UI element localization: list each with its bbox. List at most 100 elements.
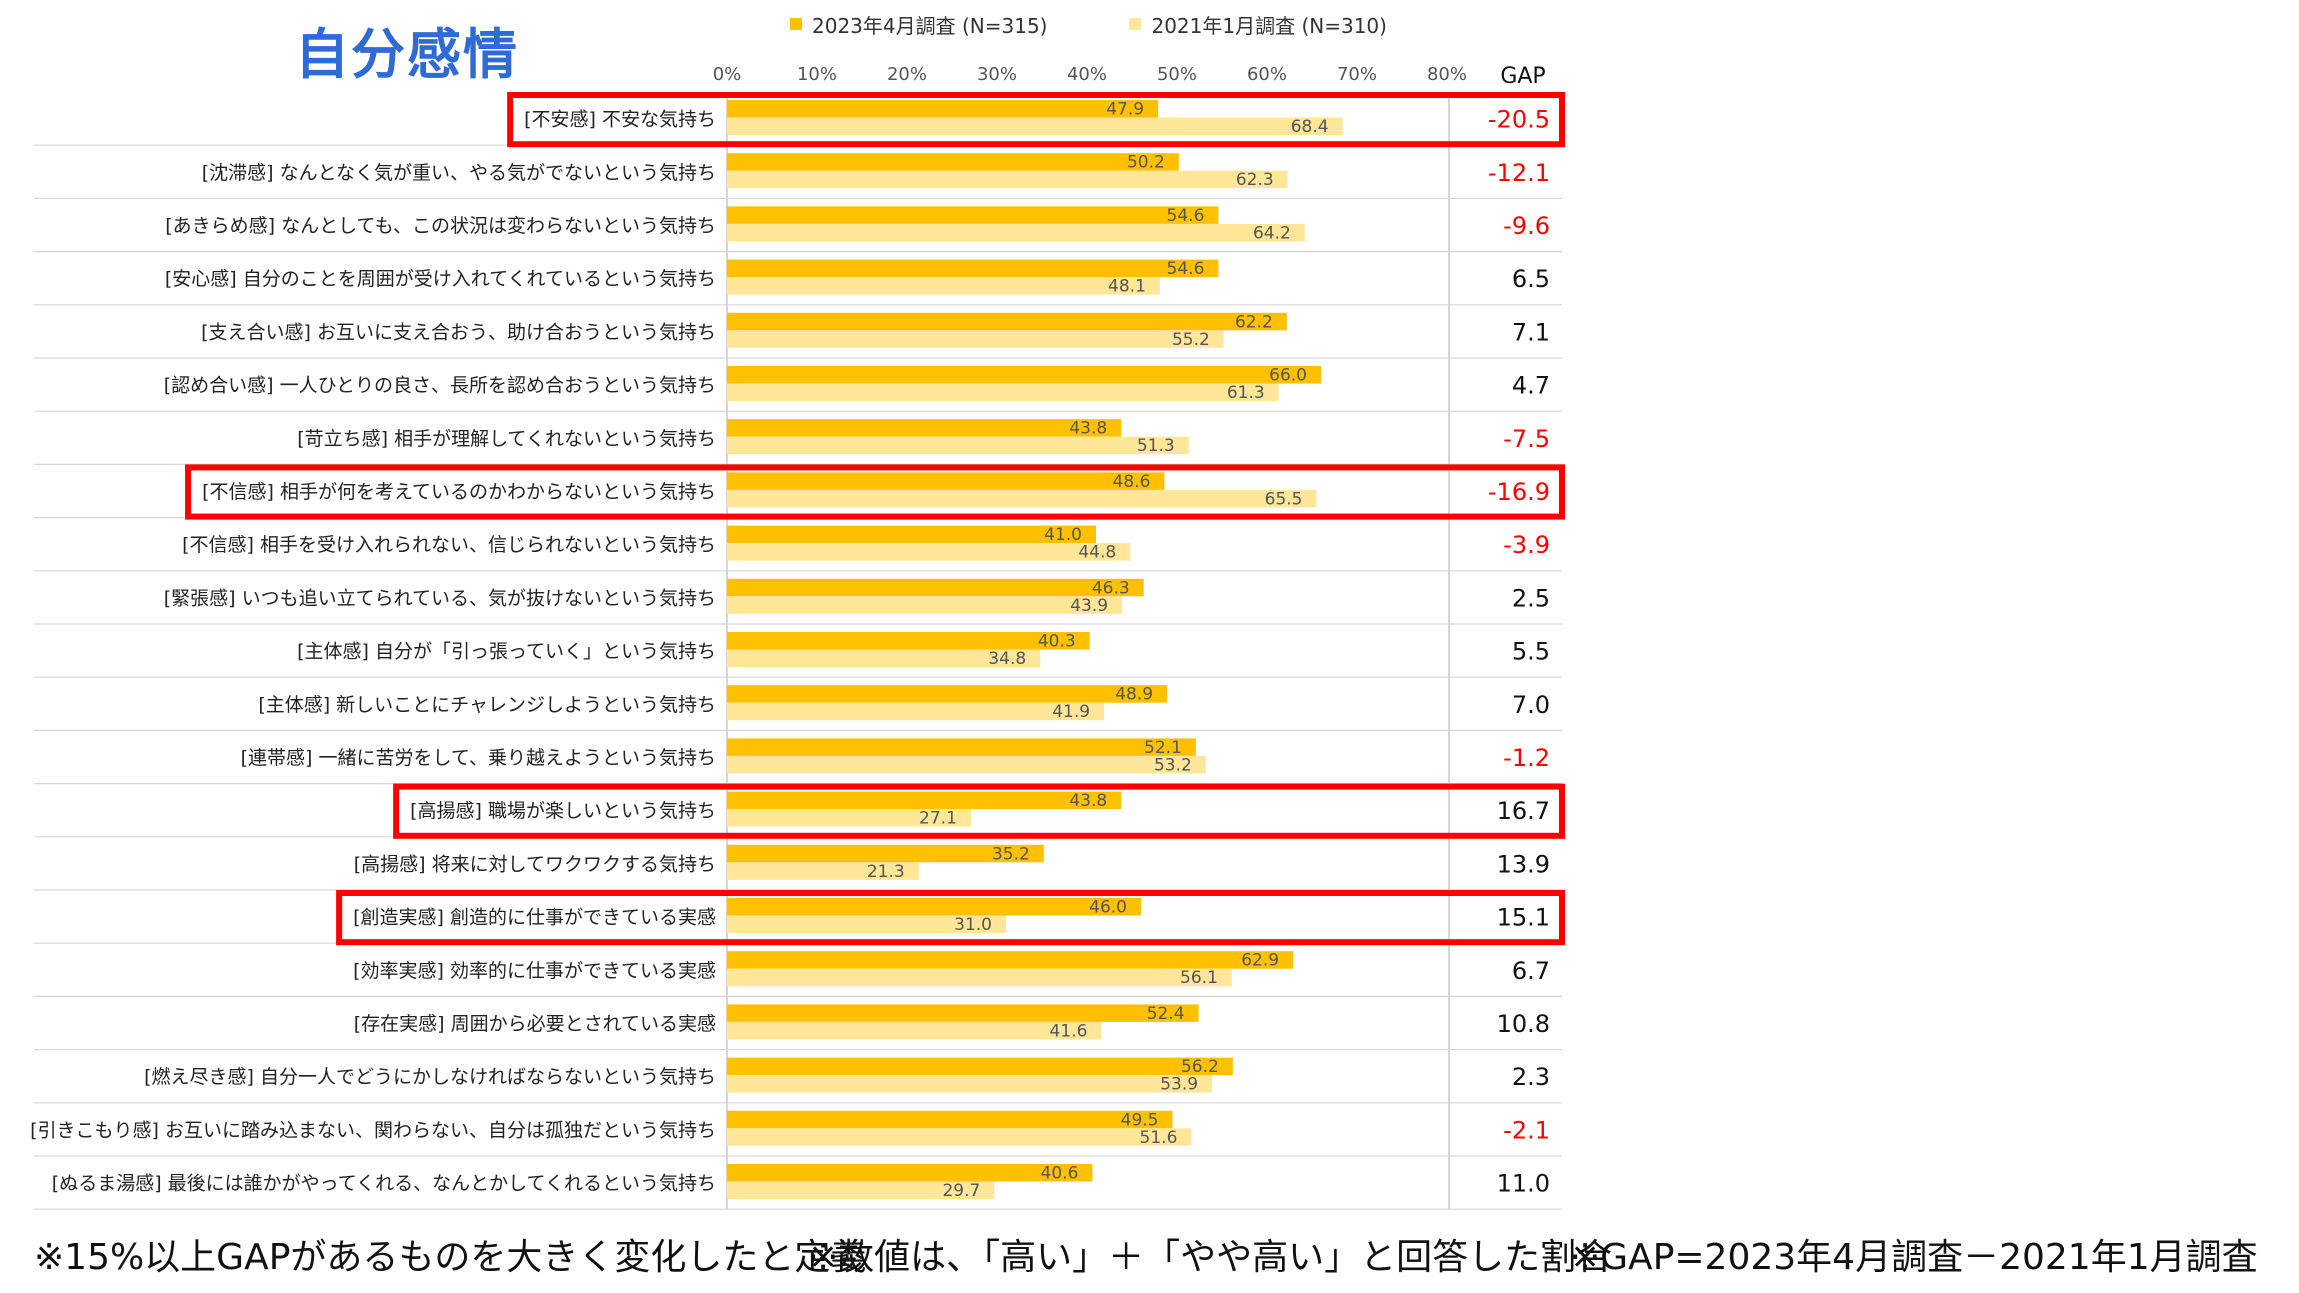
gap-value: 2.5 [1512, 584, 1550, 612]
data-label-2023: 56.2 [1181, 1057, 1219, 1077]
bar-2021 [727, 755, 1206, 774]
data-label-2021: 29.7 [942, 1181, 980, 1201]
data-label-2023: 46.3 [1092, 578, 1130, 598]
data-label-2023: 52.4 [1147, 1004, 1185, 1024]
footnote-definition: ※15%以上GAPがあるものを大きく変化したと定義 [34, 1237, 867, 1278]
data-label-2021: 62.3 [1236, 170, 1274, 190]
data-label-2021: 41.9 [1052, 702, 1090, 722]
data-label-2023: 54.6 [1167, 259, 1205, 279]
gap-value: -16.9 [1488, 478, 1550, 506]
highlight-box [336, 890, 1565, 946]
bar-2021 [727, 489, 1317, 508]
bar-2023 [727, 525, 1096, 544]
legend-label-2023: 2023年4月調査 (N=315) [812, 13, 1048, 38]
row-label: [燃え尽き感] 自分一人でどうにかしなければならないという気持ち [144, 1066, 716, 1088]
gap-value: 4.7 [1512, 372, 1550, 400]
bar-2023 [727, 419, 1122, 437]
footnote-values: ※数値は、「高い」＋「やや高い」と回答した割合 [808, 1237, 1613, 1278]
bar-2021 [727, 1128, 1192, 1146]
row-label: [創造実感] 創造的に仕事ができている実感 [353, 907, 716, 929]
bar-2023 [727, 1004, 1199, 1022]
bar-2021 [727, 436, 1189, 455]
bar-2021 [727, 543, 1131, 561]
x-tick-label: 20% [887, 64, 927, 85]
data-label-2023: 62.9 [1241, 951, 1279, 971]
bar-2023 [727, 791, 1122, 810]
row-label: [主体感] 自分が「引っ張っていく」という気持ち [297, 641, 716, 663]
data-label-2023: 48.6 [1113, 472, 1151, 492]
bar-2023 [727, 951, 1294, 969]
highlight-box [393, 783, 1565, 839]
bar-2021 [727, 915, 1006, 933]
bar-2021 [727, 277, 1160, 295]
bar-2021 [727, 649, 1041, 667]
row-label: [不信感] 相手を受け入れられない、信じられないという気持ち [182, 534, 716, 556]
x-tick-label: 80% [1427, 64, 1467, 85]
row-label: [沈滞感] なんとなく気が重い、やる気がでないという気持ち [202, 162, 716, 184]
data-label-2023: 66.0 [1269, 366, 1307, 386]
data-label-2023: 62.2 [1235, 312, 1273, 332]
x-tick-label: 10% [797, 64, 837, 85]
chart-title: 自分感情 [295, 23, 519, 86]
gap-value: 6.5 [1512, 265, 1550, 293]
data-label-2023: 54.6 [1167, 206, 1205, 226]
footnotes: ※15%以上GAPがあるものを大きく変化したと定義 ※数値は、「高い」＋「やや高… [0, 1228, 2299, 1288]
row-label: [連帯感] 一緒に苦労をして、乗り越えようという気持ち [241, 747, 716, 769]
bar-2021 [727, 1021, 1102, 1040]
row-label: [ぬるま湯感] 最後には誰かがやってくれる、なんとかしてくれるという気持ち [52, 1173, 716, 1195]
data-label-2021: 48.1 [1108, 277, 1146, 297]
data-label-2023: 43.8 [1069, 791, 1107, 811]
bar-2021 [727, 862, 919, 880]
bar-2023 [727, 153, 1179, 171]
gap-value: -12.1 [1488, 159, 1550, 187]
gap-value: 15.1 [1497, 904, 1550, 932]
row-label: [主体感] 新しいことにチャレンジしようという気持ち [258, 694, 716, 716]
x-tick-label: 40% [1067, 64, 1107, 85]
gap-value: 7.1 [1512, 318, 1550, 346]
gap-value: 2.3 [1512, 1063, 1550, 1091]
row-label: [不安感] 不安な気持ち [524, 109, 716, 131]
x-tick-label: 70% [1337, 64, 1377, 85]
gap-value: -9.6 [1503, 212, 1550, 240]
row-label: [高揚感] 将来に対してワクワクする気持ち [354, 853, 716, 875]
bar-2023 [727, 738, 1196, 756]
legend-swatch-2023 [790, 18, 802, 30]
row-label: [引きこもり感] お互いに踏み込まない、関わらない、自分は孤独だという気持ち [30, 1119, 716, 1141]
bar-2021 [727, 968, 1232, 987]
legend-item-2021: 2021年1月調査 (N=310) [1129, 10, 1387, 39]
highlight-box [185, 464, 1565, 520]
data-label-2021: 51.3 [1137, 436, 1175, 456]
row-label: [緊張感] いつも追い立てられている、気が抜けないという気持ち [164, 587, 716, 609]
data-label-2023: 35.2 [992, 844, 1030, 864]
gap-value: -3.9 [1503, 531, 1550, 559]
data-label-2023: 47.9 [1106, 100, 1144, 120]
bar-2023 [727, 366, 1321, 384]
data-label-2023: 41.0 [1044, 525, 1082, 545]
data-label-2023: 52.1 [1144, 738, 1182, 758]
bar-chart: 0% 10% 20% 30% 40% 50% 60% 70% 80% GAP [不安感] 不安な気持… [30, 64, 1565, 1210]
data-label-2023: 49.5 [1121, 1110, 1159, 1130]
x-tick-label: 50% [1157, 64, 1197, 85]
data-label-2021: 56.1 [1180, 968, 1218, 988]
bar-2023 [727, 1110, 1173, 1129]
data-label-2021: 27.1 [919, 809, 957, 829]
row-label: [不信感] 相手が何を考えているのかわからないという気持ち [202, 481, 716, 503]
bar-2021 [727, 702, 1105, 721]
bar-2021 [727, 809, 971, 827]
data-label-2023: 40.3 [1038, 632, 1076, 652]
row-label: [高揚感] 職場が楽しいという気持ち [410, 800, 716, 822]
data-label-2021: 55.2 [1172, 330, 1210, 350]
data-label-2021: 43.9 [1070, 596, 1108, 616]
bar-2023 [727, 472, 1165, 490]
row-label: [あきらめ感] なんとしても、この状況は変わらないという気持ち [165, 215, 716, 237]
data-label-2023: 50.2 [1127, 153, 1165, 173]
row-label: [安心感] 自分のことを周囲が受け入れてくれているという気持ち [165, 268, 716, 290]
bar-2023 [727, 898, 1141, 916]
chart-legend: 2023年4月調査 (N=315) 2021年1月調査 (N=310) [790, 8, 1469, 40]
footnote-gap-formula: ※GAP=2023年4月調査－2021年1月調査 [1570, 1237, 2258, 1278]
bar-2021 [727, 117, 1343, 135]
row-label: [存在実感] 周囲から必要とされている実感 [354, 1013, 716, 1035]
row-label: [認め合い感] 一人ひとりの良さ、長所を認め合おうという気持ち [164, 375, 716, 397]
data-label-2021: 31.0 [954, 915, 992, 935]
gap-value: 13.9 [1497, 850, 1550, 878]
